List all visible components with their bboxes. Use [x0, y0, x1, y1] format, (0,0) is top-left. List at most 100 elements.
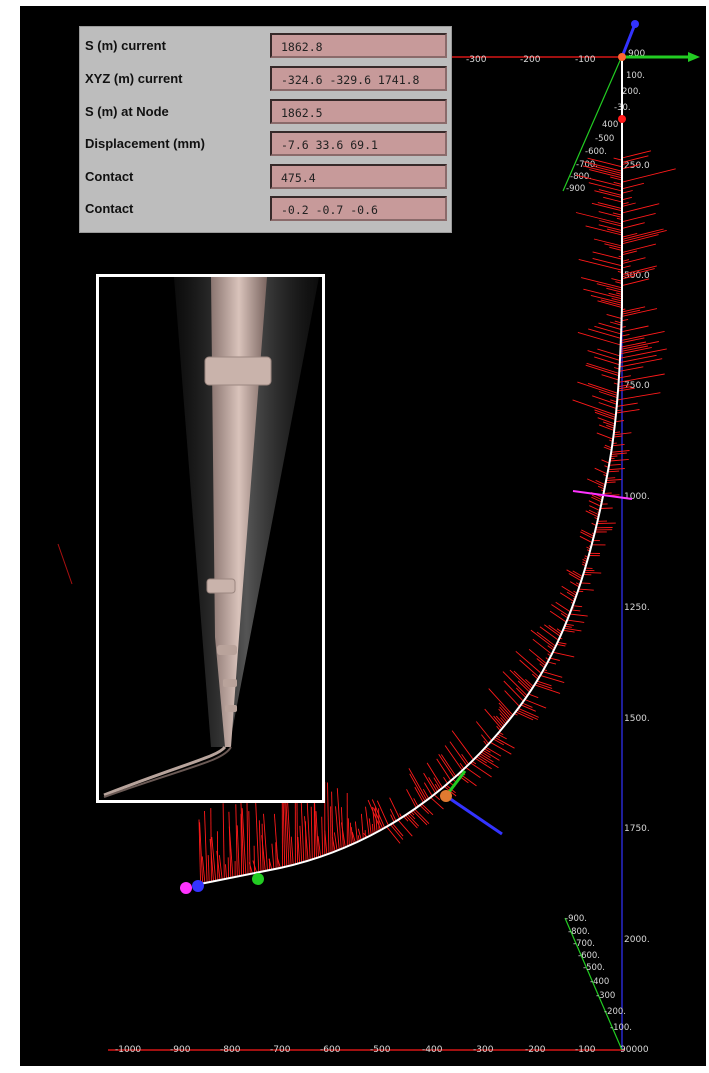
force-vector — [421, 803, 434, 816]
bottom-axis-tick: -900 — [170, 1045, 191, 1055]
force-vector — [502, 671, 528, 697]
force-vector — [580, 529, 595, 537]
force-vector — [391, 823, 404, 837]
force-vector — [494, 736, 515, 749]
force-vector — [408, 812, 416, 820]
info-label: S (m) at Node — [85, 104, 169, 119]
force-vector — [588, 509, 600, 516]
stabilizer — [204, 356, 272, 386]
force-vector — [611, 278, 623, 282]
force-vector — [542, 671, 563, 678]
force-vector — [340, 807, 344, 849]
3d-viewport[interactable]: 00 -300 -200 -100 900 100. 200. -30. 400… — [20, 6, 706, 1066]
bottom-axis-tick: -1000 — [115, 1045, 141, 1055]
force-vector — [578, 588, 594, 591]
tool-joint — [225, 705, 237, 712]
force-vector — [254, 795, 260, 873]
force-vector — [524, 699, 547, 709]
force-vector — [582, 165, 623, 177]
xyz-triad-icon[interactable] — [618, 20, 700, 62]
inset-pipe-render — [103, 277, 319, 798]
force-vector — [547, 661, 557, 665]
force-vector — [588, 500, 602, 507]
force-vector — [551, 604, 570, 617]
force-vector — [433, 794, 441, 801]
force-vector — [534, 684, 561, 694]
force-vector — [594, 325, 622, 335]
force-vector — [199, 822, 204, 884]
magenta-force-marker — [572, 490, 633, 500]
force-vector — [284, 802, 288, 867]
force-vector — [592, 395, 618, 405]
bottom-axis-tick: -600 — [320, 1045, 341, 1055]
wellbore-trajectory[interactable] — [199, 58, 623, 885]
force-vector — [613, 431, 621, 434]
wellbore-scene[interactable]: 00 -300 -200 -100 900 100. 200. -30. 400… — [20, 6, 706, 1066]
force-vector — [603, 446, 612, 451]
force-vector — [297, 836, 301, 864]
axis-label: -200. — [604, 1007, 626, 1017]
axis-label: -800. — [570, 172, 592, 182]
force-vector — [618, 373, 665, 383]
s-current-field[interactable]: 1862.8 — [270, 33, 447, 58]
xyz-current-field[interactable]: -324.6 -329.6 1741.8 — [270, 66, 447, 91]
force-vector — [621, 265, 631, 269]
force-vector — [621, 234, 659, 245]
force-vector — [296, 791, 298, 864]
force-vector — [548, 625, 562, 635]
force-vector — [225, 864, 227, 879]
current-position-triad-icon[interactable] — [440, 770, 503, 836]
force-vectors — [198, 150, 676, 884]
inset-3d-detail-view[interactable] — [96, 274, 325, 803]
force-vector — [621, 202, 629, 205]
force-vector — [211, 836, 217, 881]
force-vector — [565, 623, 574, 626]
info-row-displacement: Displacement (mm) -7.6 33.6 69.1 — [80, 131, 451, 158]
force-vector — [422, 788, 430, 800]
axis-label: -600. — [585, 147, 607, 157]
force-vector — [515, 711, 534, 721]
force-vector — [235, 804, 238, 877]
force-vector — [585, 225, 623, 236]
force-vector — [611, 297, 623, 302]
contact-force-field[interactable]: 475.4 — [270, 164, 447, 189]
force-vector — [611, 450, 630, 453]
force-vector — [528, 648, 547, 665]
force-vector — [489, 741, 512, 755]
force-vector — [535, 682, 553, 689]
force-vector — [475, 721, 493, 741]
force-vector — [610, 399, 618, 403]
force-vector — [218, 855, 223, 880]
force-vector — [594, 467, 608, 475]
force-vector — [578, 258, 623, 271]
force-vector — [531, 673, 539, 680]
force-vector — [608, 463, 621, 466]
s-at-node-field[interactable]: 1862.5 — [270, 99, 447, 124]
force-vector — [594, 409, 616, 418]
force-vector — [389, 808, 397, 822]
force-vector — [207, 855, 210, 883]
force-vector — [443, 776, 448, 784]
force-vector — [615, 420, 624, 423]
force-vector — [204, 810, 208, 883]
force-vector — [560, 613, 569, 619]
force-vector — [241, 808, 247, 875]
axis-label: -500. — [583, 963, 605, 973]
force-vector — [572, 570, 583, 577]
force-vector — [592, 257, 623, 267]
force-vector — [619, 358, 663, 368]
contact-direction-field[interactable]: -0.2 -0.7 -0.6 — [270, 196, 447, 221]
tool-joint — [206, 578, 236, 594]
displacement-field[interactable]: -7.6 33.6 69.1 — [270, 131, 447, 156]
force-vector — [569, 613, 588, 617]
force-vector — [428, 777, 438, 793]
force-vector — [583, 571, 602, 574]
force-vector — [594, 356, 620, 366]
depth-label: 1000. — [624, 492, 650, 502]
force-vector — [536, 631, 556, 647]
force-vector — [351, 831, 356, 843]
force-vector — [562, 629, 575, 633]
node-marker[interactable] — [618, 115, 626, 123]
force-vector — [335, 806, 340, 850]
force-vector — [593, 238, 623, 247]
